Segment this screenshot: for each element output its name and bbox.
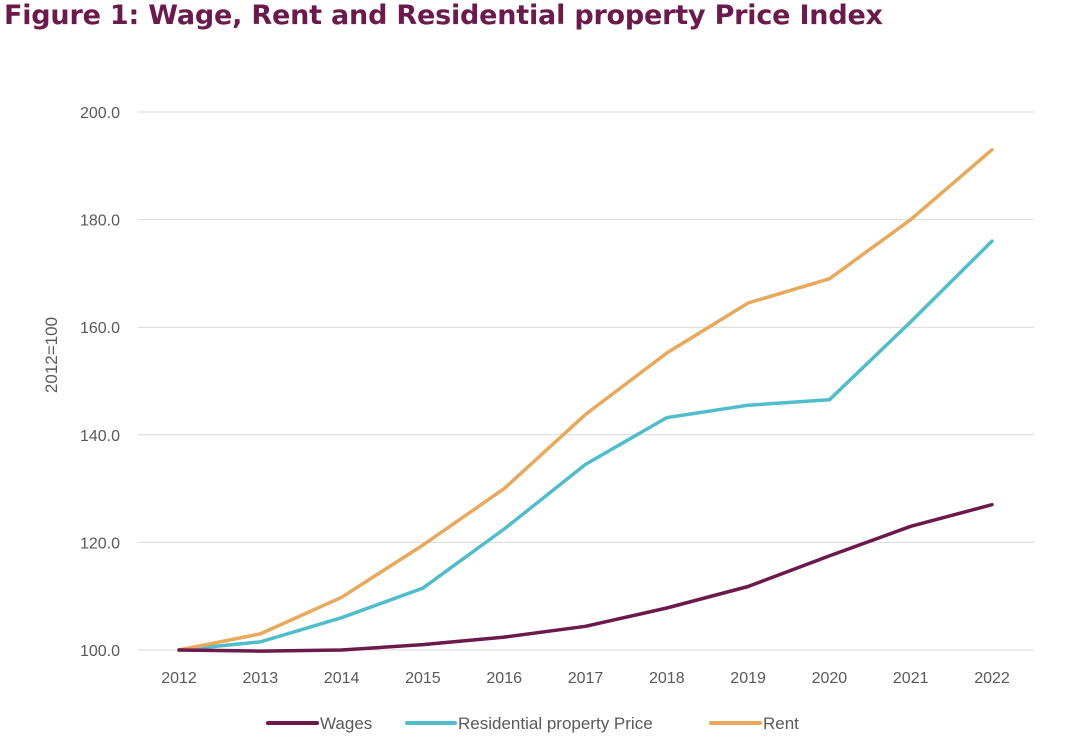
x-tick-label: 2018: [649, 670, 685, 687]
legend-label-wages: Wages: [320, 714, 372, 733]
x-tick-label: 2017: [568, 670, 604, 687]
x-tick-label: 2020: [812, 670, 848, 687]
x-tick-label: 2014: [324, 670, 360, 687]
gridlines: [138, 111, 1034, 651]
y-tick-label: 180.0: [80, 213, 120, 230]
x-tick-label: 2012: [161, 670, 197, 687]
x-tick-label: 2019: [730, 670, 766, 687]
y-tick-label: 200.0: [80, 105, 120, 122]
legend: Wages Residential property Price Rent: [266, 714, 799, 733]
x-tick-label: 2022: [974, 670, 1010, 687]
y-tick-label: 100.0: [80, 643, 120, 660]
y-axis-title: 2012=100: [42, 317, 61, 393]
x-tick-label: 2016: [486, 670, 522, 687]
x-tick-label: 2021: [893, 670, 929, 687]
y-axis-ticks: 100.0 120.0 140.0 160.0 180.0 200.0: [80, 105, 120, 660]
series-line-wages: [177, 502, 994, 653]
series-line-rent: [177, 147, 994, 652]
series-lines: [177, 147, 994, 653]
y-tick-label: 140.0: [80, 428, 120, 445]
legend-label-residential-property-price: Residential property Price: [458, 714, 653, 733]
x-tick-label: 2013: [243, 670, 279, 687]
y-tick-label: 120.0: [80, 535, 120, 552]
chart-title: Figure 1: Wage, Rent and Residential pro…: [4, 0, 883, 31]
legend-label-rent: Rent: [763, 714, 799, 733]
x-axis-ticks: 2012 2013 2014 2015 2016 2017 2018 2019 2020 2021…: [161, 670, 1010, 687]
x-tick-label: 2015: [405, 670, 441, 687]
series-line-residential-property-price: [177, 239, 994, 652]
y-tick-label: 160.0: [80, 320, 120, 337]
